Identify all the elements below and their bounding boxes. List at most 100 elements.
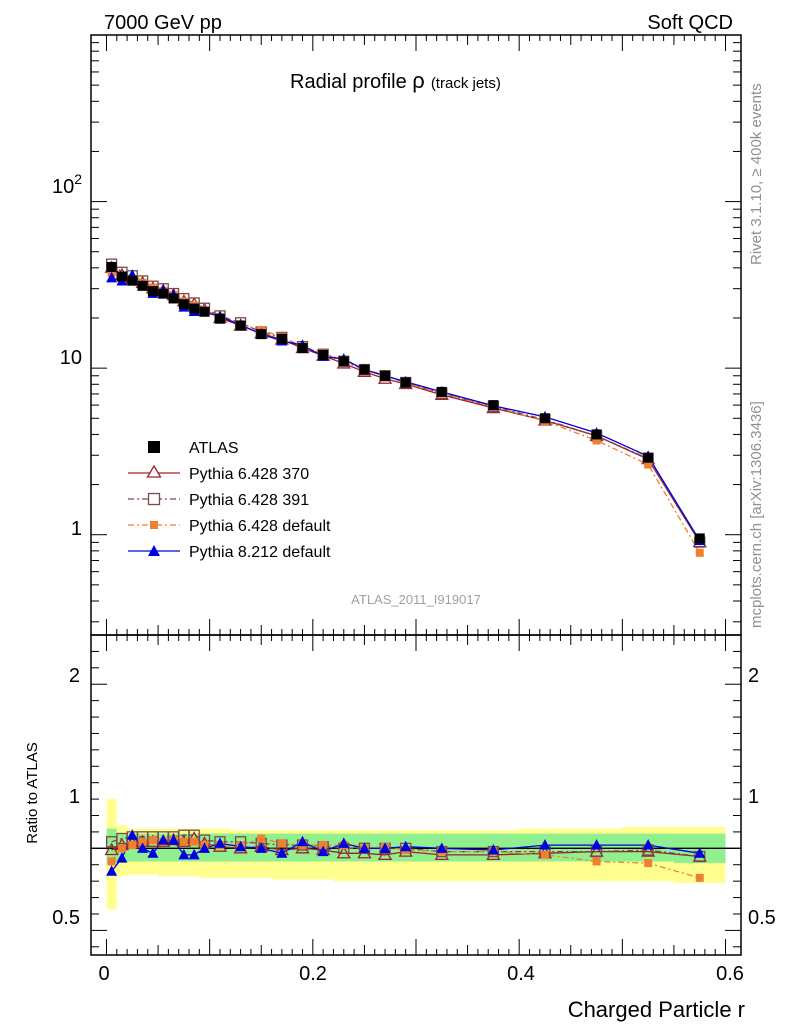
ratio-point-pdef-8 [190, 837, 199, 846]
ytick-10: 10 [60, 347, 82, 369]
ratio-point-pdef-3 [138, 837, 147, 846]
main-point-pdef-25 [695, 548, 704, 557]
legend-label-p391: Pythia 6.428 391 [189, 492, 309, 509]
xtick-0.6: 0.6 [716, 963, 744, 985]
plot-title: Radial profile ρ (track jets) [290, 68, 501, 93]
ratio-point-p8-5 [157, 834, 169, 845]
ratio-point-pdef-1 [117, 844, 126, 853]
x-axis-label: Charged Particle r [568, 997, 745, 1022]
atlas-point-3 [137, 280, 148, 291]
ratio-point-pdef-15 [319, 841, 328, 850]
atlas-point-14 [297, 343, 308, 354]
ratio-point-pdef-0 [107, 857, 116, 866]
ytick-1: 1 [71, 518, 82, 540]
ratio-point-pdef-2 [128, 841, 137, 850]
ratio-point-pdef-24 [644, 859, 653, 868]
ratio-point-p8-20 [436, 842, 448, 853]
ratio-point-p370-16 [336, 845, 351, 859]
atlas-point-23 [591, 429, 602, 440]
atlas-point-7 [178, 299, 189, 310]
ratio-point-p8-15 [317, 845, 329, 857]
ratio-point-p8-4 [147, 847, 159, 858]
ratio-line-pdef [111, 837, 700, 879]
legend-marker-pdef [150, 521, 158, 529]
ratio-point-p8-3 [137, 842, 149, 853]
ratio-point-p8-21 [487, 843, 499, 855]
atlas-point-9 [199, 306, 210, 317]
atlas-point-17 [359, 364, 370, 375]
atlas-point-1 [116, 271, 127, 282]
ytick-100-exp: 2 [74, 171, 82, 187]
series-markers [104, 258, 707, 882]
ratio-point-pdef-4 [148, 836, 157, 845]
atlas-point-6 [168, 293, 179, 304]
ratio-point-pdef-12 [257, 834, 266, 843]
plot-title-sub: (track jets) [431, 75, 501, 92]
ratio-point-p8-13 [276, 847, 288, 858]
ratio-frame [90, 634, 742, 956]
atlas-point-24 [643, 452, 654, 463]
ratio-point-p8-19 [400, 840, 412, 852]
ratio-point-p8-9 [198, 842, 210, 853]
ratio-point-p8-18 [379, 842, 391, 853]
atlas-point-2 [127, 275, 138, 286]
atlas-point-16 [338, 356, 349, 367]
rtick-right-1: 1 [748, 786, 759, 808]
atlas-point-8 [189, 303, 200, 314]
atlas-point-5 [158, 288, 169, 299]
atlas-point-13 [276, 333, 287, 344]
rtick-right-0.5: 0.5 [748, 907, 776, 929]
plot-title-main: Radial profile [290, 71, 412, 93]
ratio-point-p8-8 [188, 848, 200, 860]
legend-marker-p8 [148, 545, 160, 556]
ratio-point-p8-0 [106, 865, 118, 876]
atlas-point-12 [256, 329, 267, 340]
plot-title-symbol: ρ [412, 68, 425, 93]
ratio-point-p8-1 [116, 852, 128, 863]
ytick-100-base: 10 [52, 176, 74, 198]
plot-frames [90, 34, 742, 956]
ratio-point-p8-2 [126, 829, 138, 840]
main-point-p8-0 [106, 271, 118, 283]
atlas-point-4 [147, 286, 158, 297]
atlas-point-15 [318, 349, 329, 360]
rtick-left-2: 2 [69, 665, 80, 687]
ratio-point-p370-0 [104, 842, 119, 856]
ratio-point-p8-7 [178, 848, 190, 860]
main-point-pdef-24 [644, 460, 653, 469]
main-point-pdef-23 [592, 436, 601, 445]
ratio-point-pdef-13 [277, 839, 286, 848]
ratio-point-p8-10 [214, 837, 226, 848]
atlas-point-11 [235, 320, 246, 331]
atlas-point-10 [214, 313, 225, 324]
ratio-point-pdef-25 [695, 873, 704, 882]
xtick-0.4: 0.4 [507, 963, 535, 985]
ratio-point-p8-22 [539, 839, 551, 850]
xtick-0.2: 0.2 [299, 963, 327, 985]
xtick-0: 0 [98, 963, 109, 985]
ratio-point-pdef-7 [179, 837, 188, 846]
atlas-point-25 [694, 533, 705, 544]
ratio-point-p8-23 [591, 839, 603, 850]
ratio-point-pdef-22 [540, 850, 549, 859]
ratio-point-p8-11 [235, 840, 247, 852]
legend-label-p8: Pythia 8.212 default [189, 544, 331, 561]
header-right: Soft QCD [647, 12, 733, 34]
atlas-point-0 [106, 261, 117, 272]
rtick-left-1: 1 [69, 786, 80, 808]
rtick-right-2: 2 [748, 665, 759, 687]
ratio-point-p8-24 [642, 839, 654, 850]
ratio-point-p8-6 [168, 834, 180, 845]
atlas-point-21 [488, 400, 499, 411]
legend-marker-p370 [146, 464, 162, 478]
atlas-point-19 [400, 377, 411, 388]
legend-label-p370: Pythia 6.428 370 [189, 466, 309, 483]
legend: ATLAS Pythia 6.428 370 Pythia 6.428 391 … [128, 440, 331, 561]
legend-label-atlas: ATLAS [189, 440, 239, 457]
ratio-point-p8-25 [694, 847, 706, 858]
header-left: 7000 GeV pp [104, 12, 222, 34]
legend-marker-atlas [148, 441, 160, 453]
analysis-watermark: ATLAS_2011_I919017 [351, 592, 481, 607]
ytick-100: 102 [52, 171, 82, 198]
